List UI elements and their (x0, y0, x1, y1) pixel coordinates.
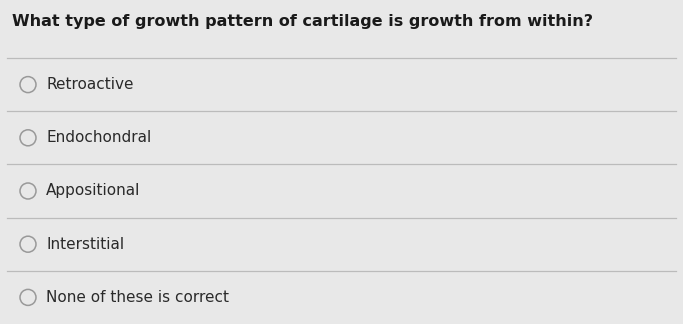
Text: Appositional: Appositional (46, 183, 141, 199)
Text: Retroactive: Retroactive (46, 77, 133, 92)
Text: Endochondral: Endochondral (46, 130, 151, 145)
Text: None of these is correct: None of these is correct (46, 290, 229, 305)
Text: What type of growth pattern of cartilage is growth from within?: What type of growth pattern of cartilage… (12, 14, 593, 29)
Text: Interstitial: Interstitial (46, 237, 124, 252)
